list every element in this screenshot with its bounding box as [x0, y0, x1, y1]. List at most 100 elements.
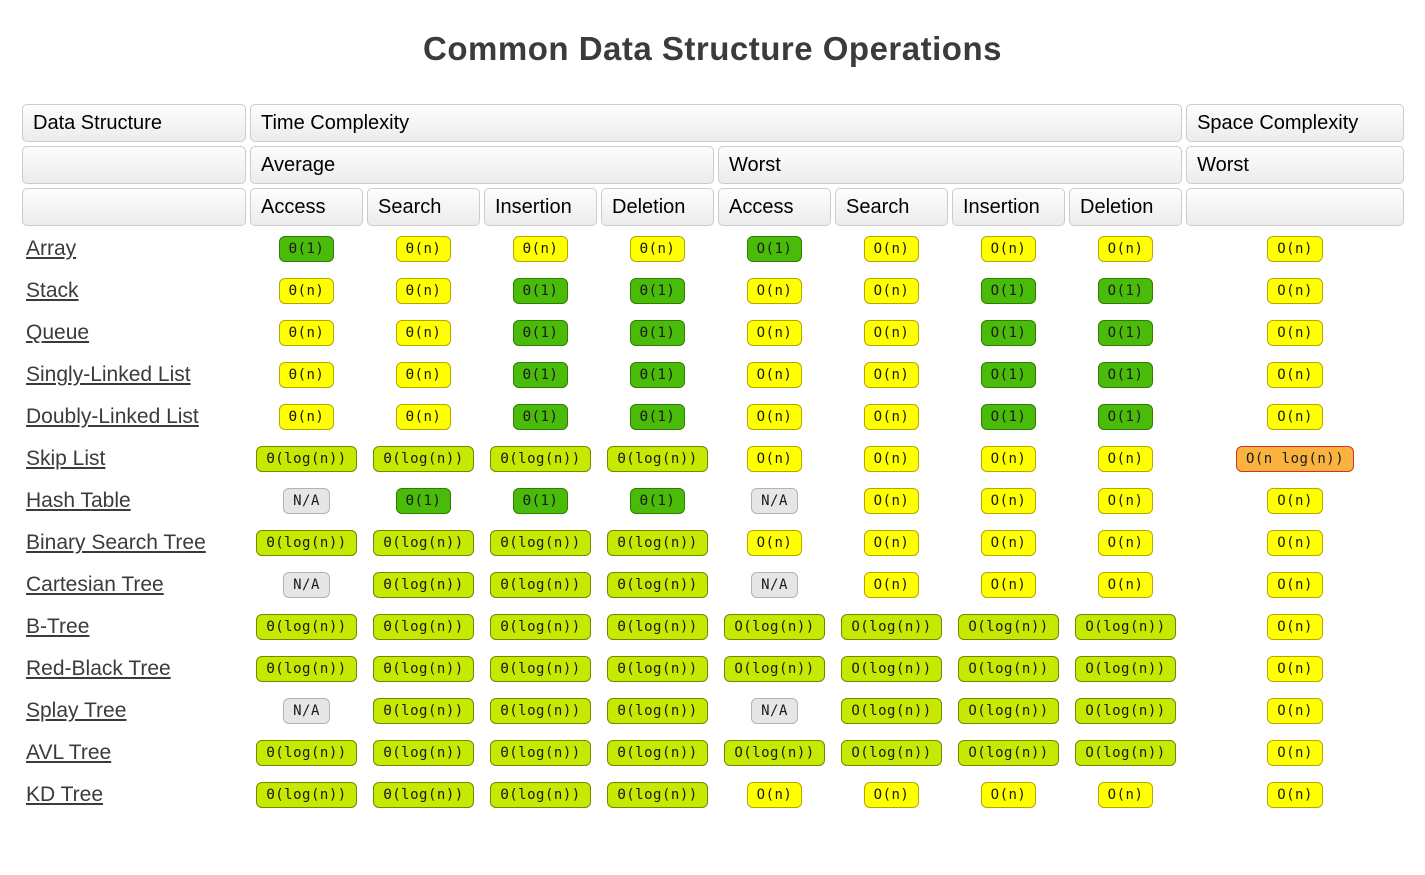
header-worst-space: Worst: [1186, 146, 1405, 184]
space-complexity-cell: O(n): [1186, 482, 1404, 520]
complexity-badge: Θ(n): [278, 404, 335, 430]
space-complexity-cell: O(n): [1186, 734, 1404, 772]
complexity-badge: O(n): [980, 782, 1037, 808]
complexity-cell: Θ(log(n)): [601, 440, 714, 478]
data-structure-link-red-black-tree[interactable]: Red-Black Tree: [26, 657, 171, 680]
complexity-badge: Θ(log(n)): [607, 740, 708, 766]
complexity-cell: Θ(1): [601, 272, 714, 310]
complexity-badge: O(n): [863, 236, 920, 262]
complexity-cell: Θ(log(n)): [250, 650, 363, 688]
table-row: Skip List Θ(log(n)) Θ(log(n)) Θ(log(n)) Θ(lo…: [22, 440, 1404, 478]
table-row: Red-Black Tree Θ(log(n)) Θ(log(n)) Θ(log(n)…: [22, 650, 1404, 688]
complexity-badge: Θ(n): [629, 236, 686, 262]
complexity-cell: O(n): [835, 230, 948, 268]
data-structure-link-queue[interactable]: Queue: [26, 321, 90, 344]
row-label-cell: Cartesian Tree: [22, 566, 246, 604]
row-label-cell: Singly-Linked List: [22, 356, 246, 394]
complexity-cell: Θ(n): [250, 398, 363, 436]
data-structure-link-b-tree[interactable]: B-Tree: [26, 615, 90, 638]
complexity-badge: O(n): [1267, 656, 1323, 682]
complexity-badge: O(n): [863, 572, 920, 598]
complexity-cell: O(n): [952, 482, 1065, 520]
complexity-badge: O(n): [980, 530, 1037, 556]
complexity-cell: O(1): [1069, 272, 1182, 310]
complexity-cell: O(log(n)): [718, 608, 831, 646]
complexity-badge: Θ(log(n)): [373, 782, 474, 808]
complexity-cell: Θ(log(n)): [601, 734, 714, 772]
complexity-badge: N/A: [751, 698, 798, 724]
data-structure-link-skip-list[interactable]: Skip List: [26, 447, 106, 470]
header-space-complexity: Space Complexity: [1186, 104, 1405, 142]
complexity-badge: O(n): [746, 320, 803, 346]
data-structure-link-kd-tree[interactable]: KD Tree: [26, 783, 104, 806]
complexity-badge: Θ(log(n)): [607, 530, 708, 556]
complexity-cell: Θ(log(n)): [367, 650, 480, 688]
data-structure-link-array[interactable]: Array: [26, 237, 77, 260]
complexity-cell: O(1): [1069, 398, 1182, 436]
complexity-badge: Θ(n): [395, 362, 452, 388]
complexity-cell: Θ(log(n)): [367, 566, 480, 604]
complexity-badge: O(log(n)): [841, 656, 942, 682]
complexity-badge: O(n): [863, 404, 920, 430]
header-row-1: Data Structure Time Complexity Space Com…: [22, 104, 1405, 142]
complexity-cell: O(n): [718, 356, 831, 394]
data-structure-link-stack[interactable]: Stack: [26, 279, 79, 302]
complexity-badge: O(log(n)): [1075, 614, 1176, 640]
space-complexity-cell: O(n): [1186, 566, 1404, 604]
complexity-badge: Θ(1): [629, 320, 686, 346]
data-structure-link-binary-search-tree[interactable]: Binary Search Tree: [26, 531, 206, 554]
complexity-badge: O(1): [980, 404, 1037, 430]
complexity-cell: Θ(1): [484, 314, 597, 352]
complexity-badge: O(n): [1267, 362, 1323, 388]
complexity-cell: O(n): [718, 440, 831, 478]
complexity-cell: Θ(log(n)): [250, 608, 363, 646]
complexity-badge: O(log(n)): [958, 614, 1059, 640]
complexity-cell: Θ(log(n)): [367, 440, 480, 478]
complexity-badge: Θ(log(n)): [490, 572, 591, 598]
header-op-average-search: Search: [367, 188, 480, 226]
complexity-badge: O(1): [1097, 320, 1154, 346]
complexity-cell: O(log(n)): [952, 608, 1065, 646]
header-time-complexity: Time Complexity: [250, 104, 1183, 142]
space-complexity-cell: O(n): [1186, 650, 1404, 688]
complexity-badge: O(log(n)): [958, 656, 1059, 682]
complexity-cell: Θ(log(n)): [250, 776, 363, 814]
complexity-cell: Θ(n): [367, 398, 480, 436]
data-structure-link-cartesian-tree[interactable]: Cartesian Tree: [26, 573, 164, 596]
complexity-cell: Θ(log(n)): [484, 692, 597, 730]
complexity-cell: Θ(n): [367, 356, 480, 394]
row-label-cell: Skip List: [22, 440, 246, 478]
complexity-badge: O(n): [863, 530, 920, 556]
space-complexity-cell: O(n): [1186, 314, 1404, 352]
complexity-badge: O(n): [863, 782, 920, 808]
complexity-badge: Θ(n): [278, 320, 335, 346]
table-row: Hash Table N/A Θ(1) Θ(1) Θ(1) N/A O(n) O(n) O(n)…: [22, 482, 1404, 520]
table-row: Singly-Linked List Θ(n) Θ(n) Θ(1) Θ(1) O(n) O(…: [22, 356, 1404, 394]
complexity-badge: O(n): [863, 488, 920, 514]
complexity-cell: O(1): [718, 230, 831, 268]
complexity-badge: O(log(n)): [1075, 656, 1176, 682]
complexity-cell: Θ(log(n)): [601, 692, 714, 730]
complexity-badge: O(1): [746, 236, 803, 262]
data-structure-link-hash-table[interactable]: Hash Table: [26, 489, 131, 512]
complexity-badge: Θ(1): [395, 488, 452, 514]
data-structure-link-splay-tree[interactable]: Splay Tree: [26, 699, 127, 722]
data-structure-link-avl-tree[interactable]: AVL Tree: [26, 741, 112, 764]
complexity-cell: O(log(n)): [952, 734, 1065, 772]
complexity-badge: Θ(log(n)): [373, 530, 474, 556]
complexity-cell: Θ(log(n)): [484, 734, 597, 772]
data-structure-link-doubly-linked-list[interactable]: Doubly-Linked List: [26, 405, 199, 428]
complexity-badge: O(n): [863, 446, 920, 472]
complexity-cell: Θ(log(n)): [484, 650, 597, 688]
complexity-cell: Θ(1): [601, 356, 714, 394]
complexity-badge: Θ(n): [395, 404, 452, 430]
complexity-badge: O(1): [980, 278, 1037, 304]
row-label-cell: B-Tree: [22, 608, 246, 646]
complexity-cell: Θ(1): [484, 272, 597, 310]
complexity-cell: Θ(log(n)): [601, 524, 714, 562]
complexity-badge: Θ(log(n)): [607, 698, 708, 724]
data-structure-link-singly-linked-list[interactable]: Singly-Linked List: [26, 363, 191, 386]
complexity-badge: Θ(log(n)): [373, 614, 474, 640]
complexity-cell: O(n): [835, 356, 948, 394]
complexity-badge: O(n): [863, 320, 920, 346]
